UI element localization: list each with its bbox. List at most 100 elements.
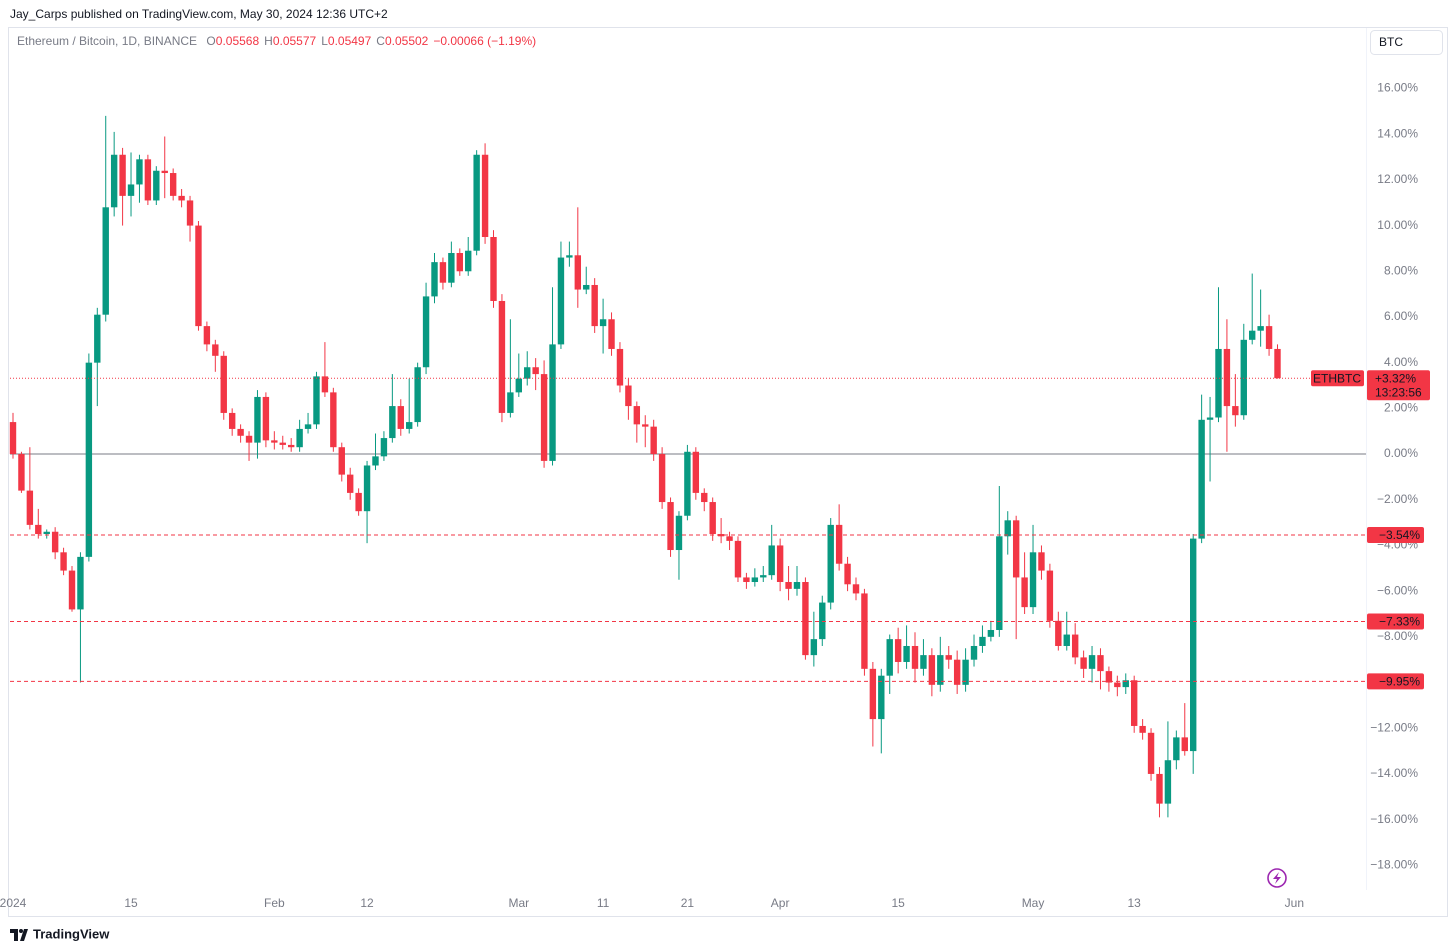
candle-body (1012, 520, 1020, 578)
candle-body (465, 250, 472, 272)
candle-body (835, 524, 843, 564)
level-label: −3.54% (1379, 528, 1420, 542)
candle-body (970, 645, 978, 660)
candle-body (1130, 680, 1138, 726)
candle-body (953, 659, 961, 685)
x-tick-label: Jun (1285, 896, 1304, 910)
currency-button[interactable] (1370, 30, 1443, 55)
candle-body (852, 584, 860, 594)
candle-body (85, 362, 93, 557)
candle-body (397, 406, 404, 429)
ohlc-key: H (264, 34, 273, 48)
y-tick-label: −16.00% (1370, 812, 1418, 826)
candle-body (920, 655, 927, 669)
ohlc-key: C (376, 34, 385, 48)
candle-body (962, 659, 969, 685)
candle-body (827, 524, 834, 603)
candle-body (68, 570, 76, 610)
candle-body (51, 531, 59, 553)
candle-body (583, 284, 590, 290)
candle-body (709, 502, 716, 535)
currency-button-label[interactable]: BTC (1379, 35, 1403, 49)
candle-body (254, 396, 261, 443)
candle-body (1215, 348, 1222, 418)
candle-body (153, 170, 160, 201)
candle-body (1181, 737, 1188, 752)
candle-body (768, 545, 775, 576)
candle-body (1190, 538, 1197, 752)
candle-body (633, 406, 641, 425)
symbol-label: ETHBTC (1313, 371, 1361, 385)
candle-body (18, 454, 25, 491)
candle-body (751, 577, 759, 583)
candle-body (144, 159, 152, 201)
candle-body (507, 392, 514, 413)
candle-body (498, 300, 506, 413)
x-tick-label: 15 (891, 896, 905, 910)
candle-body (136, 159, 143, 185)
y-tick-label: 8.00% (1384, 263, 1418, 277)
candle-body (1063, 634, 1070, 646)
candle-body (406, 422, 413, 429)
candle-body (1055, 620, 1062, 646)
candle-body (1004, 520, 1011, 537)
candle-body (726, 536, 733, 541)
candle-body (422, 296, 430, 368)
candle-body (296, 428, 303, 448)
candle-body (743, 577, 750, 583)
candle-body (1249, 330, 1256, 340)
last-price-label: +3.32% (1375, 371, 1416, 385)
candle-body (903, 645, 910, 662)
brand-name: TradingView (33, 926, 110, 941)
candle-body (642, 424, 649, 427)
candle-body (448, 252, 455, 283)
candle-body (844, 563, 851, 585)
candle-body (380, 438, 388, 457)
candle-body (1071, 634, 1079, 658)
candle-body (178, 195, 185, 201)
candle-body (566, 255, 573, 258)
candle-body (186, 200, 194, 226)
y-tick-label: −14.00% (1370, 766, 1418, 780)
candle-body (540, 374, 548, 461)
y-tick-label: −8.00% (1377, 629, 1418, 643)
lightning-icon[interactable] (1267, 868, 1287, 888)
candle-body (203, 326, 211, 345)
x-tick-label: 2024 (0, 896, 27, 910)
y-tick-label: 2.00% (1384, 401, 1418, 415)
candle-body (878, 675, 885, 720)
candle-body (658, 454, 666, 503)
candle-body (431, 262, 438, 297)
candle-body (886, 639, 893, 676)
candle-body (439, 262, 447, 283)
candle-body (911, 645, 919, 669)
candle-body (1088, 655, 1096, 669)
candle-body (532, 367, 539, 375)
candle-body (43, 531, 50, 535)
candle-body (793, 582, 801, 589)
candle-body (94, 314, 101, 363)
candle-body (1080, 657, 1087, 669)
symbol-label-box (1311, 370, 1364, 387)
candle-body (979, 636, 986, 646)
y-tick-label: 10.00% (1377, 218, 1418, 232)
y-tick-label: 14.00% (1377, 126, 1418, 140)
candle-body (304, 424, 312, 429)
candle-body (819, 602, 826, 640)
candle-body (1114, 682, 1121, 688)
candle-body (692, 451, 700, 493)
y-tick-label: −6.00% (1377, 583, 1418, 597)
candle-body (1139, 725, 1146, 733)
candle-body (701, 492, 708, 503)
candle-body (9, 422, 17, 455)
candle-body (372, 456, 379, 466)
candle-body (1038, 552, 1045, 571)
candle-body (1046, 570, 1054, 621)
candle-body (110, 154, 118, 208)
candle-body (321, 376, 329, 393)
candle-body (287, 444, 295, 448)
y-tick-label: −18.00% (1370, 857, 1418, 871)
candle-body (102, 207, 109, 315)
x-tick-label: May (1022, 896, 1045, 910)
